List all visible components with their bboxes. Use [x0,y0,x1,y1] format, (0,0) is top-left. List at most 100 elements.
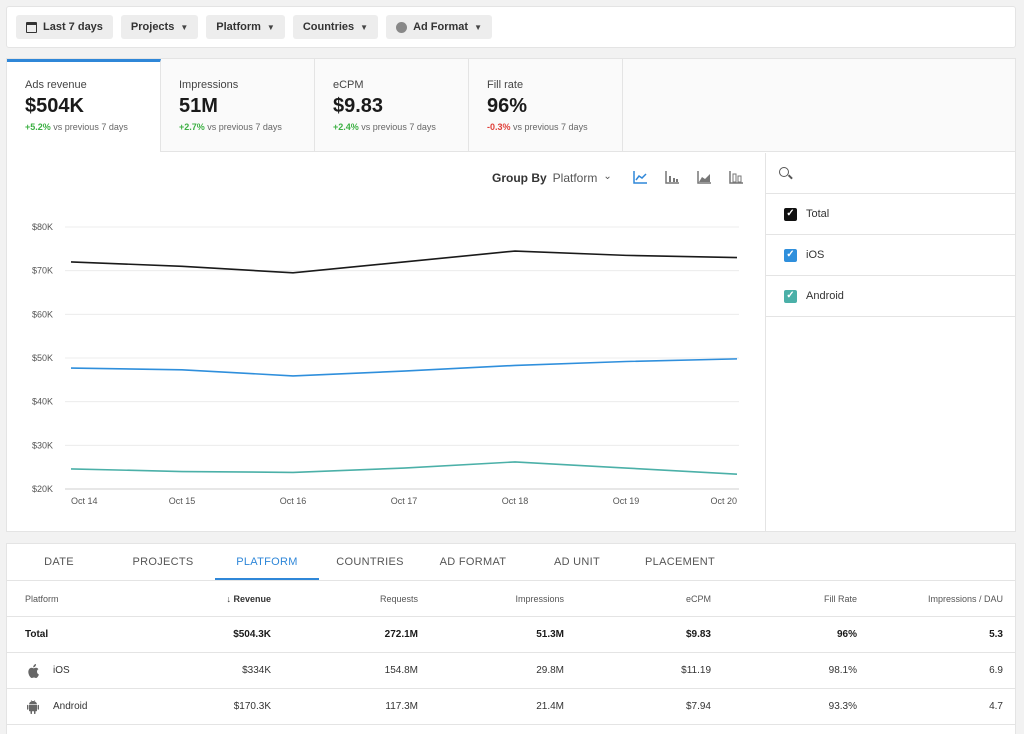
table-header: Platform ↓ Revenue Requests Impressions … [7,581,1015,617]
tab-ad-unit[interactable]: AD UNIT [553,556,601,568]
projects-filter[interactable]: Projects ▼ [120,15,199,39]
y-tick-label: $80K [32,222,53,232]
breakdown-panel: DATE PROJECTS PLATFORM COUNTRIES AD FORM… [6,543,1016,734]
table-row[interactable]: Android $170.3K 117.3M 21.4M $7.94 93.3%… [7,689,1015,725]
countries-filter-label: Countries [302,21,355,33]
x-tick-label: Oct 17 [391,496,418,506]
chevron-down-icon: ⌄ [603,171,612,182]
legend-item-label: Android [806,290,844,302]
platform-filter-label: Platform [216,21,261,33]
cell-revenue: $504.3K [233,629,271,640]
kpi-change: +2.4% vs previous 7 days [333,122,468,132]
kpi-label: Fill rate [487,79,524,91]
legend-item-label: Total [806,208,830,220]
kpi-compare: vs previous 7 days [53,122,128,132]
tab-platform[interactable]: PLATFORM [215,544,319,580]
android-icon [27,700,39,717]
x-tick-label: Oct 18 [502,496,529,506]
column-header-platform[interactable]: Platform [25,594,59,604]
date-range-label: Last 7 days [43,21,103,33]
tab-date[interactable]: DATE [44,556,74,568]
search-icon [779,167,789,177]
area-chart-icon[interactable] [697,171,711,184]
column-header-fill-rate[interactable]: Fill Rate [823,594,857,604]
x-tick-label: Oct 20 [710,496,737,506]
legend-item-android[interactable]: ✓ Android [766,276,1015,317]
cell-platform: Total [25,629,49,640]
info-icon [396,21,408,33]
kpi-ecpm[interactable]: eCPM $9.83 +2.4% vs previous 7 days [315,59,469,152]
column-header-impressions-per-dau[interactable]: Impressions / DAU [927,594,1003,604]
kpi-value: 51M [179,95,218,117]
line-chart-icon[interactable] [633,171,647,184]
kpi-label: eCPM [333,79,364,91]
series-line-android[interactable] [70,461,738,475]
cell-requests: 154.8M [384,665,418,676]
checkbox-checked-icon[interactable]: ✓ [784,289,797,303]
y-tick-label: $50K [32,353,53,363]
group-by-value: Platform [552,171,598,185]
cell-fill-rate: 96% [836,629,857,640]
projects-filter-label: Projects [130,21,175,33]
tab-countries[interactable]: COUNTRIES [336,556,404,568]
kpi-change: +2.7% vs previous 7 days [179,122,314,132]
tab-placement[interactable]: PLACEMENT [645,556,715,568]
cell-fill-rate: 93.3% [828,701,857,712]
countries-filter[interactable]: Countries ▼ [292,15,379,39]
calendar-icon [26,21,37,33]
column-header-revenue[interactable]: ↓ Revenue [226,581,271,617]
kpi-change-value: +2.4% [333,122,359,132]
kpi-compare: vs previous 7 days [207,122,282,132]
tab-projects[interactable]: PROJECTS [132,556,194,568]
kpi-compare: vs previous 7 days [513,122,588,132]
cell-revenue: $334K [242,665,271,676]
cell-requests: 117.3M [385,701,418,712]
kpi-change: +5.2% vs previous 7 days [25,122,160,132]
kpi-ads-revenue[interactable]: Ads revenue $504K +5.2% vs previous 7 da… [7,59,161,152]
kpi-change-value: +5.2% [25,122,51,132]
kpi-label: Ads revenue [25,79,87,91]
column-header-revenue-label: Revenue [233,594,271,604]
y-tick-label: $30K [32,440,53,450]
caret-down-icon: ▼ [180,22,189,32]
date-range-filter[interactable]: Last 7 days [16,15,113,39]
cell-revenue: $170.3K [233,701,271,712]
tab-ad-format[interactable]: AD FORMAT [439,556,507,568]
y-tick-label: $20K [32,484,53,494]
checkbox-checked-icon[interactable]: ✓ [784,248,797,262]
series-line-ios[interactable] [70,358,738,377]
caret-down-icon: ▼ [474,22,482,32]
column-header-requests[interactable]: Requests [379,594,418,604]
kpi-fill-rate[interactable]: Fill rate 96% -0.3% vs previous 7 days [469,59,623,152]
kpi-impressions[interactable]: Impressions 51M +2.7% vs previous 7 days [161,59,315,152]
group-by-selector[interactable]: Group By Platform ⌄ [492,171,612,185]
kpi-change-value: -0.3% [487,122,511,132]
series-line-total[interactable] [70,250,738,274]
checkbox-checked-icon[interactable]: ✓ [784,207,797,221]
bar-chart-icon[interactable] [665,171,679,184]
cell-requests: 272.1M [384,629,418,640]
breakdown-tabs: DATE PROJECTS PLATFORM COUNTRIES AD FORM… [7,544,1015,581]
cell-impressions-per-dau: 5.3 [989,629,1003,640]
table-row[interactable]: Total $504.3K 272.1M 51.3M $9.83 96% 5.3 [7,617,1015,653]
kpi-value: $9.83 [333,95,384,117]
kpi-compare: vs previous 7 days [361,122,436,132]
ad-format-filter-label: Ad Format [413,21,469,33]
legend-item-ios[interactable]: ✓ iOS [766,235,1015,276]
ad-format-filter[interactable]: Ad Format ▼ [386,15,492,39]
legend-search[interactable] [766,153,1015,194]
stacked-bar-chart-icon[interactable] [729,171,743,184]
chart-type-switcher [633,171,743,184]
cell-fill-rate: 98.1% [828,665,857,676]
column-header-ecpm[interactable]: eCPM [685,594,711,604]
column-header-impressions[interactable]: Impressions [515,594,564,604]
platform-filter[interactable]: Platform ▼ [206,15,285,39]
x-tick-label: Oct 16 [280,496,307,506]
kpi-value: $504K [25,95,84,117]
legend-item-total[interactable]: ✓ Total [766,194,1015,235]
cell-ecpm: $9.83 [685,629,711,640]
series-legend: ✓ Total ✓ iOS ✓ Android [765,153,1015,531]
table-row[interactable]: iOS $334K 154.8M 29.8M $11.19 98.1% 6.9 [7,653,1015,689]
overview-panel: Ads revenue $504K +5.2% vs previous 7 da… [6,58,1016,532]
kpi-change: -0.3% vs previous 7 days [487,122,622,132]
